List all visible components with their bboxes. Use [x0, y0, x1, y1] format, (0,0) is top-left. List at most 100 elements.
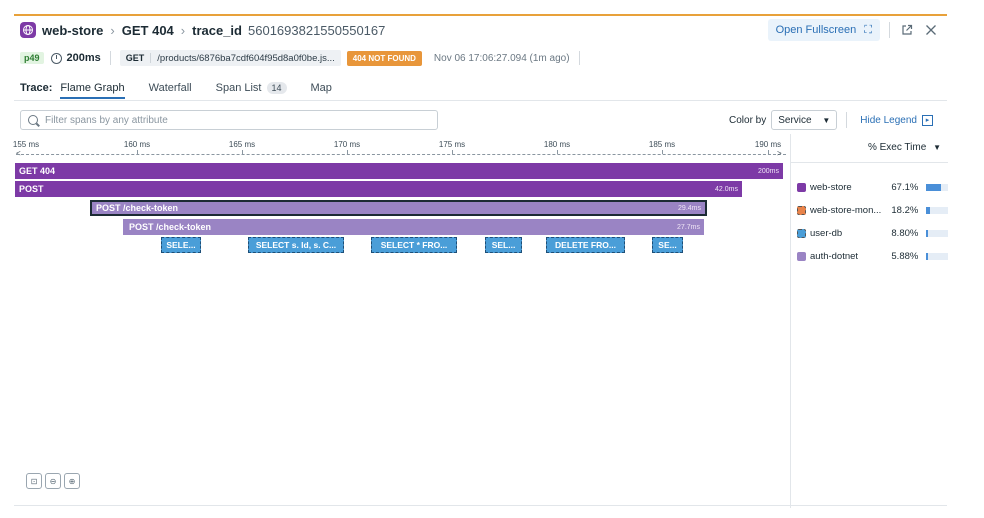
span-filter-input[interactable]: Filter spans by any attribute [20, 110, 438, 130]
span-label: SELECT s. Id, s. C... [255, 240, 337, 250]
expand-icon: ⛶ [864, 23, 872, 36]
span-frame-selected[interactable]: POST /check-token 29.4ms [90, 200, 707, 216]
legend-percent: 5.88% [891, 250, 919, 262]
status-badge: 404 NOT FOUND [346, 50, 422, 66]
tab-map[interactable]: Map [311, 82, 332, 94]
tab-span-list[interactable]: Span List 14 [216, 82, 287, 94]
legend-header-label: % Exec Time [867, 142, 927, 153]
color-by-label: Color by [729, 114, 767, 126]
span-frame[interactable]: POST /check-token 27.7ms [123, 219, 704, 235]
db-span-frame[interactable]: SELECT * FRO... [371, 237, 457, 253]
zoom-out-icon[interactable]: ⊖ [45, 473, 61, 489]
caret-down-icon: ▼ [822, 115, 831, 125]
color-swatch [797, 182, 806, 192]
color-swatch [797, 205, 806, 215]
tab-label: Waterfall [148, 82, 192, 94]
hide-legend-button[interactable]: Hide Legend ▸ [860, 114, 933, 126]
span-label: POST /check-token [96, 203, 179, 213]
legend-bar-fill [926, 229, 929, 237]
legend-bar-fill [926, 252, 928, 260]
divider [846, 112, 848, 128]
span-label: POST [19, 184, 44, 194]
axis-tick-label: 175 ms [438, 140, 466, 149]
timestamp: Nov 06 17:06:27.094 (1m ago) [433, 52, 570, 64]
priority-badge: p49 [20, 52, 44, 64]
open-fullscreen-button[interactable]: Open Fullscreen ⛶ [767, 19, 880, 41]
legend-bar-fill [926, 206, 931, 214]
divider [14, 100, 947, 101]
resource-name[interactable]: GET 404 [121, 22, 174, 38]
db-span-frame[interactable]: SEL... [485, 237, 522, 253]
search-icon [28, 115, 38, 125]
view-tabs: Trace: Flame Graph Waterfall Span List 14… [20, 82, 356, 102]
span-count-badge: 14 [266, 82, 287, 94]
axis-tick [662, 150, 663, 154]
db-span-frame[interactable]: SELECT s. Id, s. C... [248, 237, 344, 253]
fit-to-screen-icon[interactable]: ⊡ [26, 473, 42, 489]
legend-item-auth-dotnet[interactable]: auth-dotnet 5.88% [797, 249, 948, 263]
color-by-control: Color by Service ▼ Hide Legend ▸ [729, 110, 933, 130]
color-by-value: Service [778, 114, 812, 126]
axis-tick [137, 150, 138, 154]
hide-legend-label: Hide Legend [860, 114, 917, 126]
tab-waterfall[interactable]: Waterfall [149, 82, 192, 94]
globe-icon [20, 22, 36, 38]
legend-service-name: auth-dotnet [810, 250, 859, 262]
axis-tick [452, 150, 453, 154]
caret-down-icon: ▼ [933, 143, 941, 152]
legend-percent-bar [926, 206, 948, 214]
span-duration: 29.4ms [678, 204, 701, 212]
axis-tick [347, 150, 348, 154]
zoom-controls: ⊡ ⊖ ⊕ [26, 473, 80, 493]
span-label: GET 404 [19, 166, 56, 176]
span-label: SEL... [491, 240, 516, 250]
color-swatch [797, 228, 806, 238]
axis-tick [768, 150, 769, 154]
axis-tick-label: 190 ms [754, 140, 782, 149]
span-label: POST /check-token [129, 222, 212, 232]
db-span-frame[interactable]: DELETE FRO... [546, 237, 625, 253]
header-actions: Open Fullscreen ⛶ [767, 19, 947, 41]
external-link-icon[interactable] [899, 22, 915, 38]
db-span-frame[interactable]: SE... [652, 237, 683, 253]
legend-service-name: web-store-mon... [810, 204, 882, 216]
arrow-left-icon: < [16, 149, 21, 158]
legend-item-web-store-monitor[interactable]: web-store-mon... 18.2% [797, 203, 948, 217]
color-by-select[interactable]: Service ▼ [771, 110, 838, 130]
panel-collapse-icon: ▸ [921, 114, 933, 126]
trace-id-value[interactable]: 5601693821550550167 [248, 22, 386, 38]
axis-baseline [16, 154, 786, 155]
legend-percent: 67.1% [891, 181, 919, 193]
legend-percent: 8.80% [891, 227, 919, 239]
exec-time-sort-header[interactable]: % Exec Time ▼ [868, 142, 941, 153]
chevron-right-icon: › [180, 22, 186, 38]
chevron-right-icon: › [110, 22, 115, 38]
legend-bar-fill [926, 183, 941, 191]
axis-tick-label: 180 ms [543, 140, 571, 149]
db-span-frame[interactable]: SELE... [161, 237, 201, 253]
axis-tick-label: 170 ms [333, 140, 361, 149]
trace-duration: 200ms [66, 52, 101, 64]
axis-tick [557, 150, 558, 154]
request-url[interactable]: GET /products/6876ba7cdf604f95d8a0f0be.j… [119, 50, 341, 66]
legend-service-name: web-store [810, 181, 852, 193]
legend-service-name: user-db [810, 227, 843, 239]
service-name[interactable]: web-store [42, 22, 104, 38]
span-duration: 42.0ms [715, 185, 738, 193]
span-frame[interactable]: GET 404 200ms [15, 163, 783, 179]
span-label: SELE... [166, 240, 196, 250]
legend-percent-bar [926, 229, 948, 237]
legend-item-user-db[interactable]: user-db 8.80% [797, 226, 948, 240]
legend-percent-bar [926, 183, 948, 191]
close-icon[interactable] [923, 22, 939, 38]
axis-tick-label: 160 ms [123, 140, 151, 149]
tab-label: Flame Graph [60, 82, 125, 94]
trace-panel: web-store › GET 404 › trace_id 560169382… [13, 14, 948, 508]
tab-flame-graph[interactable]: Flame Graph [60, 82, 125, 99]
url-path: /products/6876ba7cdf604f95d8a0f0be.js... [157, 52, 335, 64]
zoom-in-icon[interactable]: ⊕ [64, 473, 80, 489]
clock-icon [50, 52, 62, 64]
span-duration: 200ms [757, 167, 779, 175]
span-frame[interactable]: POST 42.0ms [15, 181, 742, 197]
legend-item-web-store[interactable]: web-store 67.1% [797, 180, 948, 194]
